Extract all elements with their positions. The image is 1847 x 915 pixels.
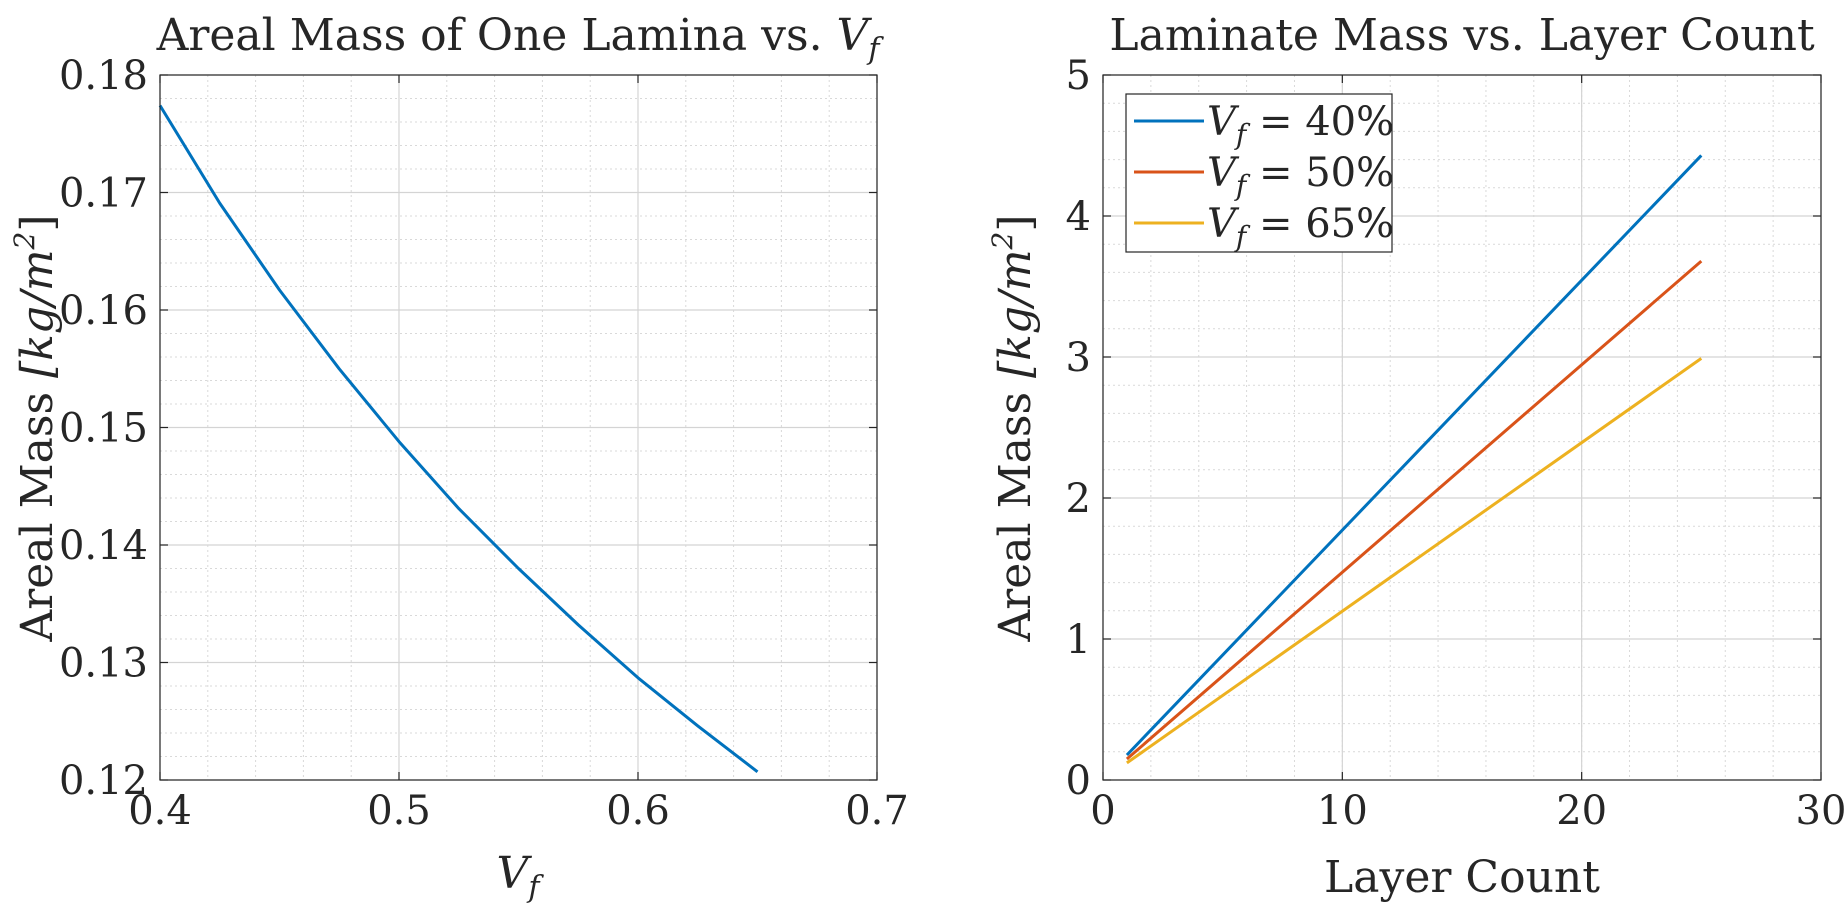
y-tick-label: 0.13 bbox=[59, 641, 148, 687]
legend-item-1: Vf = 40% bbox=[1134, 99, 1394, 151]
x-axis-label: Vf bbox=[497, 848, 545, 905]
y-tick-label: 0.17 bbox=[59, 171, 148, 217]
x-tick-label: 0.6 bbox=[606, 788, 670, 834]
y-tick-label: 4 bbox=[1066, 194, 1091, 240]
y-tick-label: 0.16 bbox=[59, 288, 148, 334]
series-lines bbox=[1125, 154, 1703, 765]
y-tick-label: 0.15 bbox=[59, 406, 148, 452]
y-tick-label: 0.12 bbox=[59, 758, 148, 804]
series-line-2 bbox=[1125, 259, 1703, 761]
series-line-1 bbox=[158, 104, 759, 773]
legend-item-3: Vf = 65% bbox=[1134, 201, 1394, 253]
legend-item-2: Vf = 50% bbox=[1134, 150, 1394, 202]
series-line-1 bbox=[1125, 154, 1703, 757]
x-tick-label: 0.4 bbox=[128, 788, 192, 834]
x-tick-labels: 0 10 20 30 bbox=[1090, 788, 1846, 834]
y-tick-label: 2 bbox=[1066, 476, 1091, 522]
y-tick-label: 0 bbox=[1066, 758, 1091, 804]
legend: Vf = 40% Vf = 50% Vf = 65% bbox=[1125, 93, 1394, 253]
x-tick-label: 20 bbox=[1556, 788, 1607, 834]
series-lines bbox=[158, 104, 759, 773]
x-tick-label: 0.5 bbox=[367, 788, 431, 834]
y-tick-labels: 0 1 2 3 4 5 bbox=[1066, 53, 1091, 804]
y-tick-label: 5 bbox=[1066, 53, 1091, 99]
chart-title: Areal Mass of One Lamina vs. Vf bbox=[156, 10, 885, 67]
chart-areal-mass-vf: 0.4 0.5 0.6 0.7 0.120.130.140.150.160.170.1… bbox=[8, 10, 909, 905]
plot-frame bbox=[1102, 74, 1822, 781]
legend-label-3: Vf = 65% bbox=[1207, 201, 1394, 253]
x-tick-label: 30 bbox=[1796, 788, 1847, 834]
y-axis-label: Areal Mass [kg/m2] bbox=[8, 214, 63, 642]
y-tick-label: 3 bbox=[1066, 335, 1091, 381]
tick-marks bbox=[1102, 74, 1822, 781]
series-line-3 bbox=[1126, 357, 1703, 765]
chart-laminate-mass-layer-count: 0 10 20 30 0 1 2 3 4 5 Laminate Mass vs. Layer C… bbox=[986, 10, 1846, 903]
tick-marks bbox=[159, 74, 878, 781]
x-axis-label: Layer Count bbox=[1324, 852, 1600, 903]
y-tick-labels: 0.12 0.13 0.14 0.15 0.16 0.17 0.18 bbox=[59, 53, 148, 804]
legend-label-1: Vf = 40% bbox=[1207, 99, 1394, 151]
y-tick-label: 0.18 bbox=[59, 53, 148, 99]
chart-title: Laminate Mass vs. Layer Count bbox=[1109, 10, 1815, 61]
x-tick-label: 10 bbox=[1317, 788, 1368, 834]
y-axis-label: Areal Mass [kg/m2] bbox=[986, 214, 1041, 642]
y-tick-label: 0.14 bbox=[59, 523, 148, 569]
y-tick-label: 1 bbox=[1066, 617, 1091, 663]
legend-label-2: Vf = 50% bbox=[1207, 150, 1394, 202]
x-tick-label: 0 bbox=[1090, 788, 1115, 834]
x-tick-labels: 0.4 0.5 0.6 0.7 bbox=[128, 788, 909, 834]
x-tick-label: 0.7 bbox=[845, 788, 909, 834]
